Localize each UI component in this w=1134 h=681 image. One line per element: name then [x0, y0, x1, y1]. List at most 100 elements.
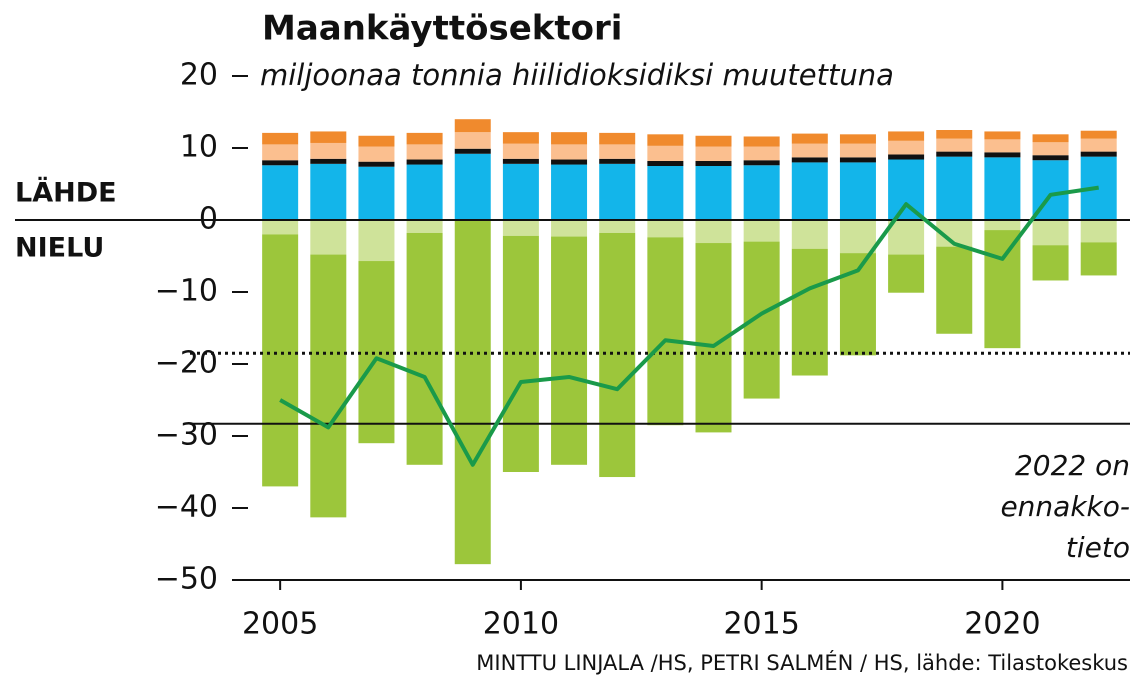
bar-segment [839, 220, 876, 254]
bar-segment [743, 220, 780, 242]
bar-segment [454, 148, 491, 154]
bar-segment [310, 220, 347, 255]
bar-segment [599, 220, 636, 233]
bar-segment [454, 119, 491, 133]
bar-segment [791, 220, 828, 249]
bar-segment [791, 143, 828, 158]
bar-segment [1032, 220, 1069, 246]
bar-segment [454, 153, 491, 220]
bar-segment [551, 164, 588, 220]
sink-label: NIELU [15, 233, 104, 264]
bar-segment [262, 160, 299, 166]
x-tick-label: 2020 [964, 607, 1040, 642]
bar-segment [695, 135, 732, 147]
bar-segment [310, 131, 347, 143]
bar-segment [791, 157, 828, 163]
bar-segment [791, 162, 828, 220]
bar-segment [599, 132, 636, 145]
bar-segment [1032, 142, 1069, 156]
bar-segment [936, 130, 973, 139]
bar-segment [936, 246, 973, 334]
bar-segment [262, 234, 299, 487]
net-line [279, 185, 1099, 467]
bar-segment [839, 162, 876, 220]
bar-segment [1032, 134, 1069, 143]
bar-segment [1080, 242, 1117, 276]
bar-segment [358, 261, 395, 444]
bar-segment [358, 166, 395, 220]
bar-segment [551, 144, 588, 160]
bar-segment [743, 165, 780, 220]
bar-segment [406, 164, 443, 220]
bar-segment [358, 161, 395, 167]
bar-segment [984, 152, 1021, 158]
bar-segment [888, 159, 925, 220]
bar-segment [984, 220, 1021, 231]
bar-segment [839, 143, 876, 158]
bar-segment [406, 132, 443, 145]
bar-segment [310, 142, 347, 159]
chart-subtitle: miljoonaa tonnia hiilidioksidiksi muutet… [260, 58, 894, 92]
x-tick-label: 2005 [242, 607, 318, 642]
bar-segment [839, 157, 876, 163]
bar-segment [262, 144, 299, 161]
bar-segment [599, 144, 636, 159]
bar-segment [791, 133, 828, 144]
bar-segment [358, 146, 395, 162]
bar-segment [358, 220, 395, 262]
bar-segment [599, 232, 636, 478]
bar-segment [551, 159, 588, 165]
annotation: ennakko- [1000, 490, 1130, 523]
bar-segment [454, 220, 491, 565]
bar-segment [262, 165, 299, 220]
bar-segment [888, 140, 925, 155]
bar-segment [599, 158, 636, 164]
bar-segment [695, 166, 732, 220]
bar-segment [647, 160, 684, 166]
bar-segment [984, 139, 1021, 153]
bar-segment [647, 134, 684, 146]
bar-segment [936, 138, 973, 152]
y-tick-label: −20 [155, 346, 218, 381]
bar-segment [406, 232, 443, 465]
x-tick-label: 2015 [723, 607, 799, 642]
bar-segment [888, 131, 925, 141]
source-label: LÄHDE [15, 177, 117, 209]
bar-segment [310, 254, 347, 518]
bar-segment [984, 157, 1021, 220]
bar-segment [936, 156, 973, 220]
bar-segment [743, 146, 780, 161]
bar-segment [695, 160, 732, 166]
y-tick-label: 10 [180, 130, 218, 165]
bar-segment [695, 220, 732, 244]
bar-segment [406, 144, 443, 160]
y-tick-label: −50 [155, 562, 218, 597]
bar-segment [984, 230, 1021, 349]
bar-segment [1080, 220, 1117, 243]
y-tick-label: −30 [155, 418, 218, 453]
bar-segment [406, 220, 443, 233]
bar-segment [647, 237, 684, 426]
bar-segment [1080, 151, 1117, 157]
bar-segment [262, 132, 299, 145]
bar-segment [888, 220, 925, 255]
bar-segment [1080, 130, 1117, 139]
bar-segment [551, 220, 588, 237]
bar-segment [502, 132, 539, 144]
bar-segment [502, 143, 539, 159]
bar-segment [743, 160, 780, 166]
bar-segment [743, 136, 780, 147]
bar-segment [502, 220, 539, 236]
y-tick-label: 20 [180, 58, 218, 93]
annotation: 2022 on [1015, 449, 1130, 482]
bar-segment [695, 146, 732, 161]
bar-segment [406, 159, 443, 165]
bar-segment [839, 134, 876, 144]
y-tick-label: −40 [155, 490, 218, 525]
bar-segment [1032, 155, 1069, 161]
bar-segment [647, 145, 684, 161]
bar-segment [310, 163, 347, 220]
bar-segment [310, 158, 347, 164]
bar-segment [358, 135, 395, 147]
